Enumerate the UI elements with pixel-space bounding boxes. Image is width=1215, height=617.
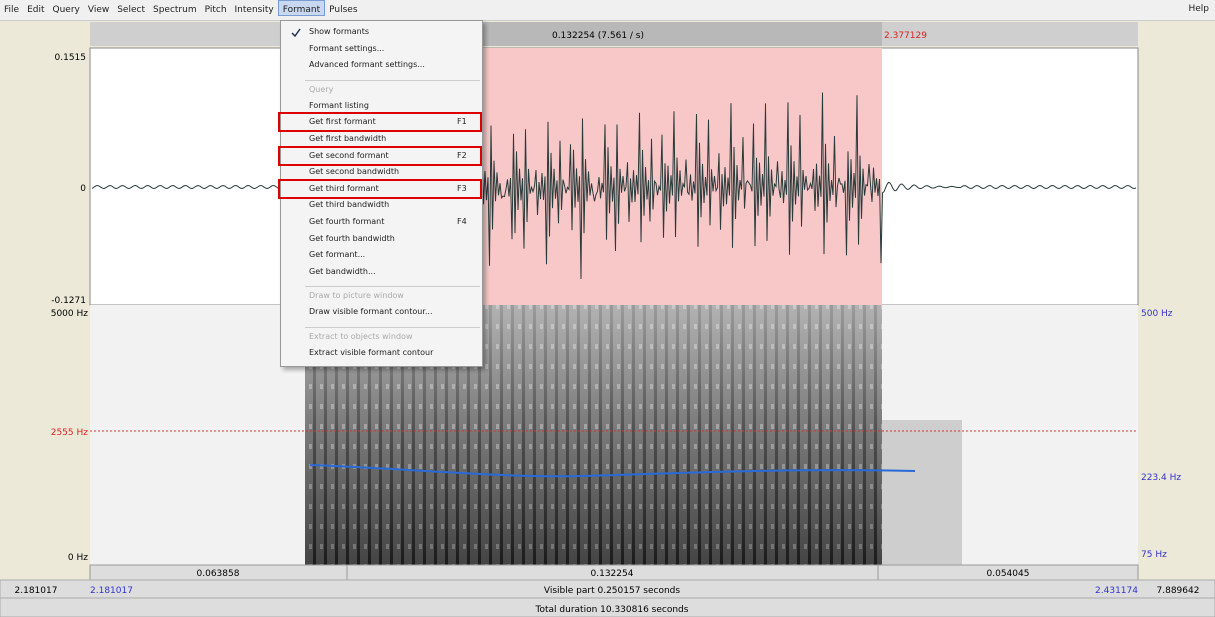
- menu[interactable]: View: [84, 1, 113, 15]
- menu-item[interactable]: Advanced formant settings...: [309, 60, 425, 69]
- shortcut: F4: [457, 217, 467, 226]
- separator: [305, 80, 480, 81]
- segment-label: 0.054045: [987, 569, 1030, 579]
- menu-item[interactable]: Get fourth formant: [309, 217, 384, 226]
- menu[interactable]: Help: [1188, 4, 1209, 14]
- separator: [305, 286, 480, 287]
- menu-item[interactable]: Formant settings...: [309, 44, 384, 53]
- menu[interactable]: File: [0, 1, 23, 15]
- menu[interactable]: Formant: [278, 0, 325, 16]
- formant-menu: Show formants Formant settings... Advanced…: [280, 20, 483, 367]
- menu[interactable]: Select: [113, 1, 149, 15]
- segment-label: 0.063858: [197, 569, 240, 579]
- menu[interactable]: Pitch: [201, 1, 231, 15]
- menu-item[interactable]: Draw visible formant contour...: [309, 307, 433, 316]
- menu[interactable]: Spectrum: [149, 1, 201, 15]
- amplitude-label: -0.1271: [51, 296, 86, 306]
- end-visible: 2.431174: [1095, 586, 1138, 596]
- sound-editor: 0.132254 (7.561 / s) 2.377129 0.1515 0 -…: [0, 20, 1215, 617]
- menu-item[interactable]: Get first bandwidth: [309, 134, 386, 143]
- frequency-label: 2555 Hz: [51, 428, 89, 438]
- menu[interactable]: Query: [49, 1, 84, 15]
- spectrogram-tail: [882, 420, 962, 565]
- menu-item[interactable]: Get formant...: [309, 250, 365, 259]
- end-total: 7.889642: [1157, 586, 1200, 596]
- pitch-label: 500 Hz: [1141, 309, 1173, 319]
- menu-item[interactable]: Get fourth bandwidth: [309, 234, 395, 243]
- highlight-box: [278, 112, 482, 132]
- menu[interactable]: Edit: [23, 1, 48, 15]
- menu-item[interactable]: Extract visible formant contour: [309, 348, 433, 357]
- total-duration: Total duration 10.330816 seconds: [535, 605, 689, 615]
- start-total: 2.181017: [15, 586, 58, 596]
- cursor-time: 2.377129: [884, 31, 927, 41]
- visible-duration: Visible part 0.250157 seconds: [544, 586, 680, 596]
- pitch-label: 75 Hz: [1141, 550, 1167, 560]
- checkmark: [291, 28, 301, 38]
- menu-item[interactable]: Show formants: [309, 27, 369, 36]
- amplitude-label: 0.1515: [55, 53, 87, 63]
- menu-item[interactable]: Get bandwidth...: [309, 267, 376, 276]
- menu-item[interactable]: Get third bandwidth: [309, 200, 389, 209]
- menu-item: Extract to objects window: [309, 332, 412, 341]
- frequency-label: 5000 Hz: [51, 309, 89, 319]
- separator: [305, 327, 480, 328]
- start-visible: 2.181017: [90, 586, 133, 596]
- frequency-label: 0 Hz: [68, 553, 88, 563]
- amplitude-label: 0: [80, 184, 86, 194]
- menu-item[interactable]: Formant listing: [309, 101, 369, 110]
- menu-item: Draw to picture window: [309, 291, 404, 300]
- selection-duration: 0.132254 (7.561 / s): [552, 31, 644, 41]
- menu[interactable]: Intensity: [231, 1, 278, 15]
- segment-label: 0.132254: [591, 569, 634, 579]
- menu[interactable]: Pulses: [325, 1, 361, 15]
- pitch-label: 223.4 Hz: [1141, 473, 1181, 483]
- menu-item: Query: [309, 85, 333, 94]
- praat-window: FileEditQueryViewSelectSpectrumPitchInte…: [0, 0, 1215, 617]
- highlight-box: [278, 146, 482, 166]
- menu-item[interactable]: Get second bandwidth: [309, 167, 399, 176]
- highlight-box: [278, 179, 482, 199]
